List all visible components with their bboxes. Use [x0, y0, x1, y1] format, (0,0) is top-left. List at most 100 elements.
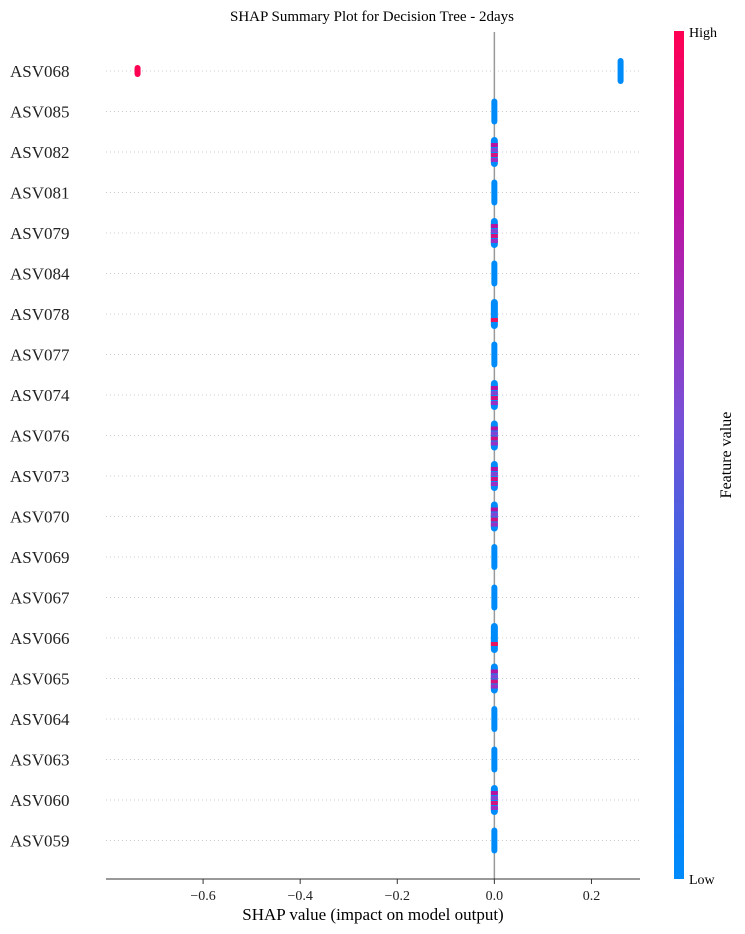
colorbar-label: Feature value — [718, 412, 735, 499]
feature-label: ASV065 — [10, 670, 70, 689]
point — [491, 98, 498, 125]
feature-rows: ASV068 ASV085 ASV082 ASV081 ASV079 ASV084 ASV0… — [10, 62, 640, 851]
feature-label: ASV070 — [10, 508, 70, 527]
point — [491, 827, 498, 854]
x-tick-label: −0.2 — [385, 889, 410, 904]
point-cluster — [490, 137, 498, 167]
feature-label: ASV067 — [10, 589, 70, 608]
point — [490, 158, 498, 162]
feature-label: ASV073 — [10, 467, 70, 486]
point — [490, 522, 498, 527]
point — [490, 806, 498, 810]
point-cluster — [491, 341, 498, 368]
point — [491, 706, 498, 732]
point — [617, 58, 624, 84]
point-cluster — [491, 260, 498, 287]
point-cluster — [491, 827, 498, 854]
chart-title: SHAP Summary Plot for Decision Tree - 2d… — [230, 9, 514, 25]
x-tick-label: 0.2 — [583, 889, 601, 904]
point — [490, 512, 498, 517]
feature-label: ASV078 — [10, 305, 70, 324]
point — [490, 684, 498, 689]
point-cluster — [491, 98, 498, 125]
point — [490, 441, 498, 446]
point — [490, 679, 498, 684]
point — [490, 477, 498, 481]
point — [490, 143, 498, 147]
point-cluster — [490, 663, 498, 694]
point — [490, 224, 498, 228]
point — [490, 299, 498, 329]
point-cluster — [490, 785, 498, 815]
feature-label: ASV060 — [10, 791, 70, 810]
point-cluster — [617, 58, 624, 84]
point — [490, 148, 498, 152]
point — [490, 234, 498, 238]
point — [490, 436, 498, 441]
point-cluster — [491, 584, 498, 611]
colorbar-high-label: High — [689, 26, 717, 41]
point — [491, 584, 498, 611]
feature-label: ASV077 — [10, 346, 70, 365]
point — [490, 386, 498, 390]
point-cluster — [490, 299, 498, 329]
point — [491, 179, 498, 206]
point — [490, 153, 498, 157]
point — [134, 65, 141, 77]
point-cluster — [134, 65, 141, 77]
point — [490, 791, 498, 795]
feature-label: ASV063 — [10, 751, 70, 770]
x-tick-label: 0.0 — [486, 889, 504, 904]
point-cluster — [491, 706, 498, 732]
point — [490, 431, 498, 436]
point — [491, 260, 498, 287]
point-cluster — [490, 218, 498, 248]
feature-label: ASV079 — [10, 224, 70, 243]
feature-label: ASV081 — [10, 184, 70, 203]
point — [490, 507, 498, 512]
colorbar-low-label: Low — [689, 873, 716, 888]
point — [490, 391, 498, 395]
feature-label: ASV074 — [10, 386, 70, 405]
point — [490, 401, 498, 405]
point — [490, 669, 498, 674]
point — [490, 801, 498, 805]
point-cluster — [490, 420, 498, 451]
point — [490, 467, 498, 471]
point — [490, 482, 498, 486]
x-tick-label: −0.4 — [287, 889, 312, 904]
feature-label: ASV085 — [10, 103, 70, 122]
feature-label: ASV069 — [10, 548, 70, 567]
colorbar — [674, 31, 684, 879]
point — [491, 544, 498, 570]
point-cluster — [490, 501, 498, 532]
feature-label: ASV076 — [10, 427, 70, 446]
point — [490, 517, 498, 522]
feature-label: ASV059 — [10, 832, 70, 851]
feature-label: ASV082 — [10, 143, 70, 162]
data-points — [134, 58, 624, 854]
point-cluster — [490, 380, 498, 410]
point — [490, 472, 498, 476]
point — [490, 642, 498, 646]
point — [490, 674, 498, 679]
feature-label: ASV066 — [10, 629, 70, 648]
x-axis: −0.6 −0.4 −0.2 0.0 0.2 — [106, 878, 640, 904]
point-cluster — [490, 461, 498, 491]
point — [491, 746, 498, 773]
point — [490, 239, 498, 243]
x-tick-label: −0.6 — [190, 889, 215, 904]
point — [490, 623, 498, 653]
feature-label: ASV064 — [10, 710, 70, 729]
point-cluster — [491, 746, 498, 773]
point — [490, 229, 498, 233]
point-cluster — [491, 544, 498, 570]
point — [491, 341, 498, 368]
feature-label: ASV084 — [10, 265, 70, 284]
feature-label: ASV068 — [10, 62, 70, 81]
point — [490, 796, 498, 800]
point — [490, 426, 498, 431]
x-axis-label: SHAP value (impact on model output) — [242, 905, 503, 924]
point-cluster — [491, 179, 498, 206]
